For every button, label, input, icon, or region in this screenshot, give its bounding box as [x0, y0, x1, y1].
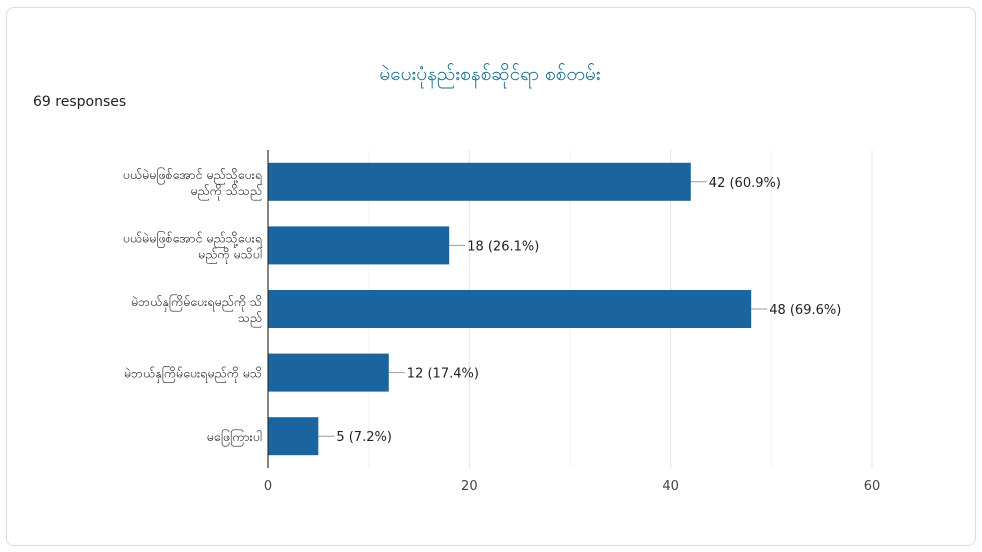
bar: [268, 353, 389, 392]
chart-title: မဲပေးပုံနည်းစနစ်ဆိုင်ရာ စစ်တမ်း: [379, 63, 601, 85]
x-tick-label: 60: [864, 479, 881, 494]
response-count: 69 responses: [33, 94, 127, 110]
category-label: မဖြေကြားပါ: [207, 428, 262, 447]
data-label: 48 (69.6%): [769, 303, 841, 318]
chart-card: [6, 7, 976, 546]
bar: [268, 290, 752, 328]
data-label: 42 (60.9%): [709, 176, 781, 191]
category-label: မဲဘယ်နှကြိမ်ပေးရမည်ကို သိသည်: [131, 293, 262, 328]
category-label: ပယ်မဲမဖြစ်အောင် မည်သို့ပေးရမည်ကို မသိပါ: [123, 229, 263, 264]
bar: [268, 162, 691, 201]
x-tick-label: 20: [461, 479, 478, 494]
category-label: မဲဘယ်နှကြိမ်ပေးရမည်ကို မသိ: [124, 365, 262, 384]
bar: [268, 226, 450, 265]
category-label: ပယ်မဲမဖြစ်အောင် မည်သို့ပေးရမည်ကို သိသည်: [123, 166, 263, 201]
bar: [268, 417, 319, 456]
x-tick-label: 0: [264, 479, 272, 494]
x-tick-label: 40: [662, 479, 679, 494]
data-label: 5 (7.2%): [336, 430, 392, 445]
data-label: 18 (26.1%): [467, 239, 539, 254]
data-label: 12 (17.4%): [407, 367, 479, 382]
